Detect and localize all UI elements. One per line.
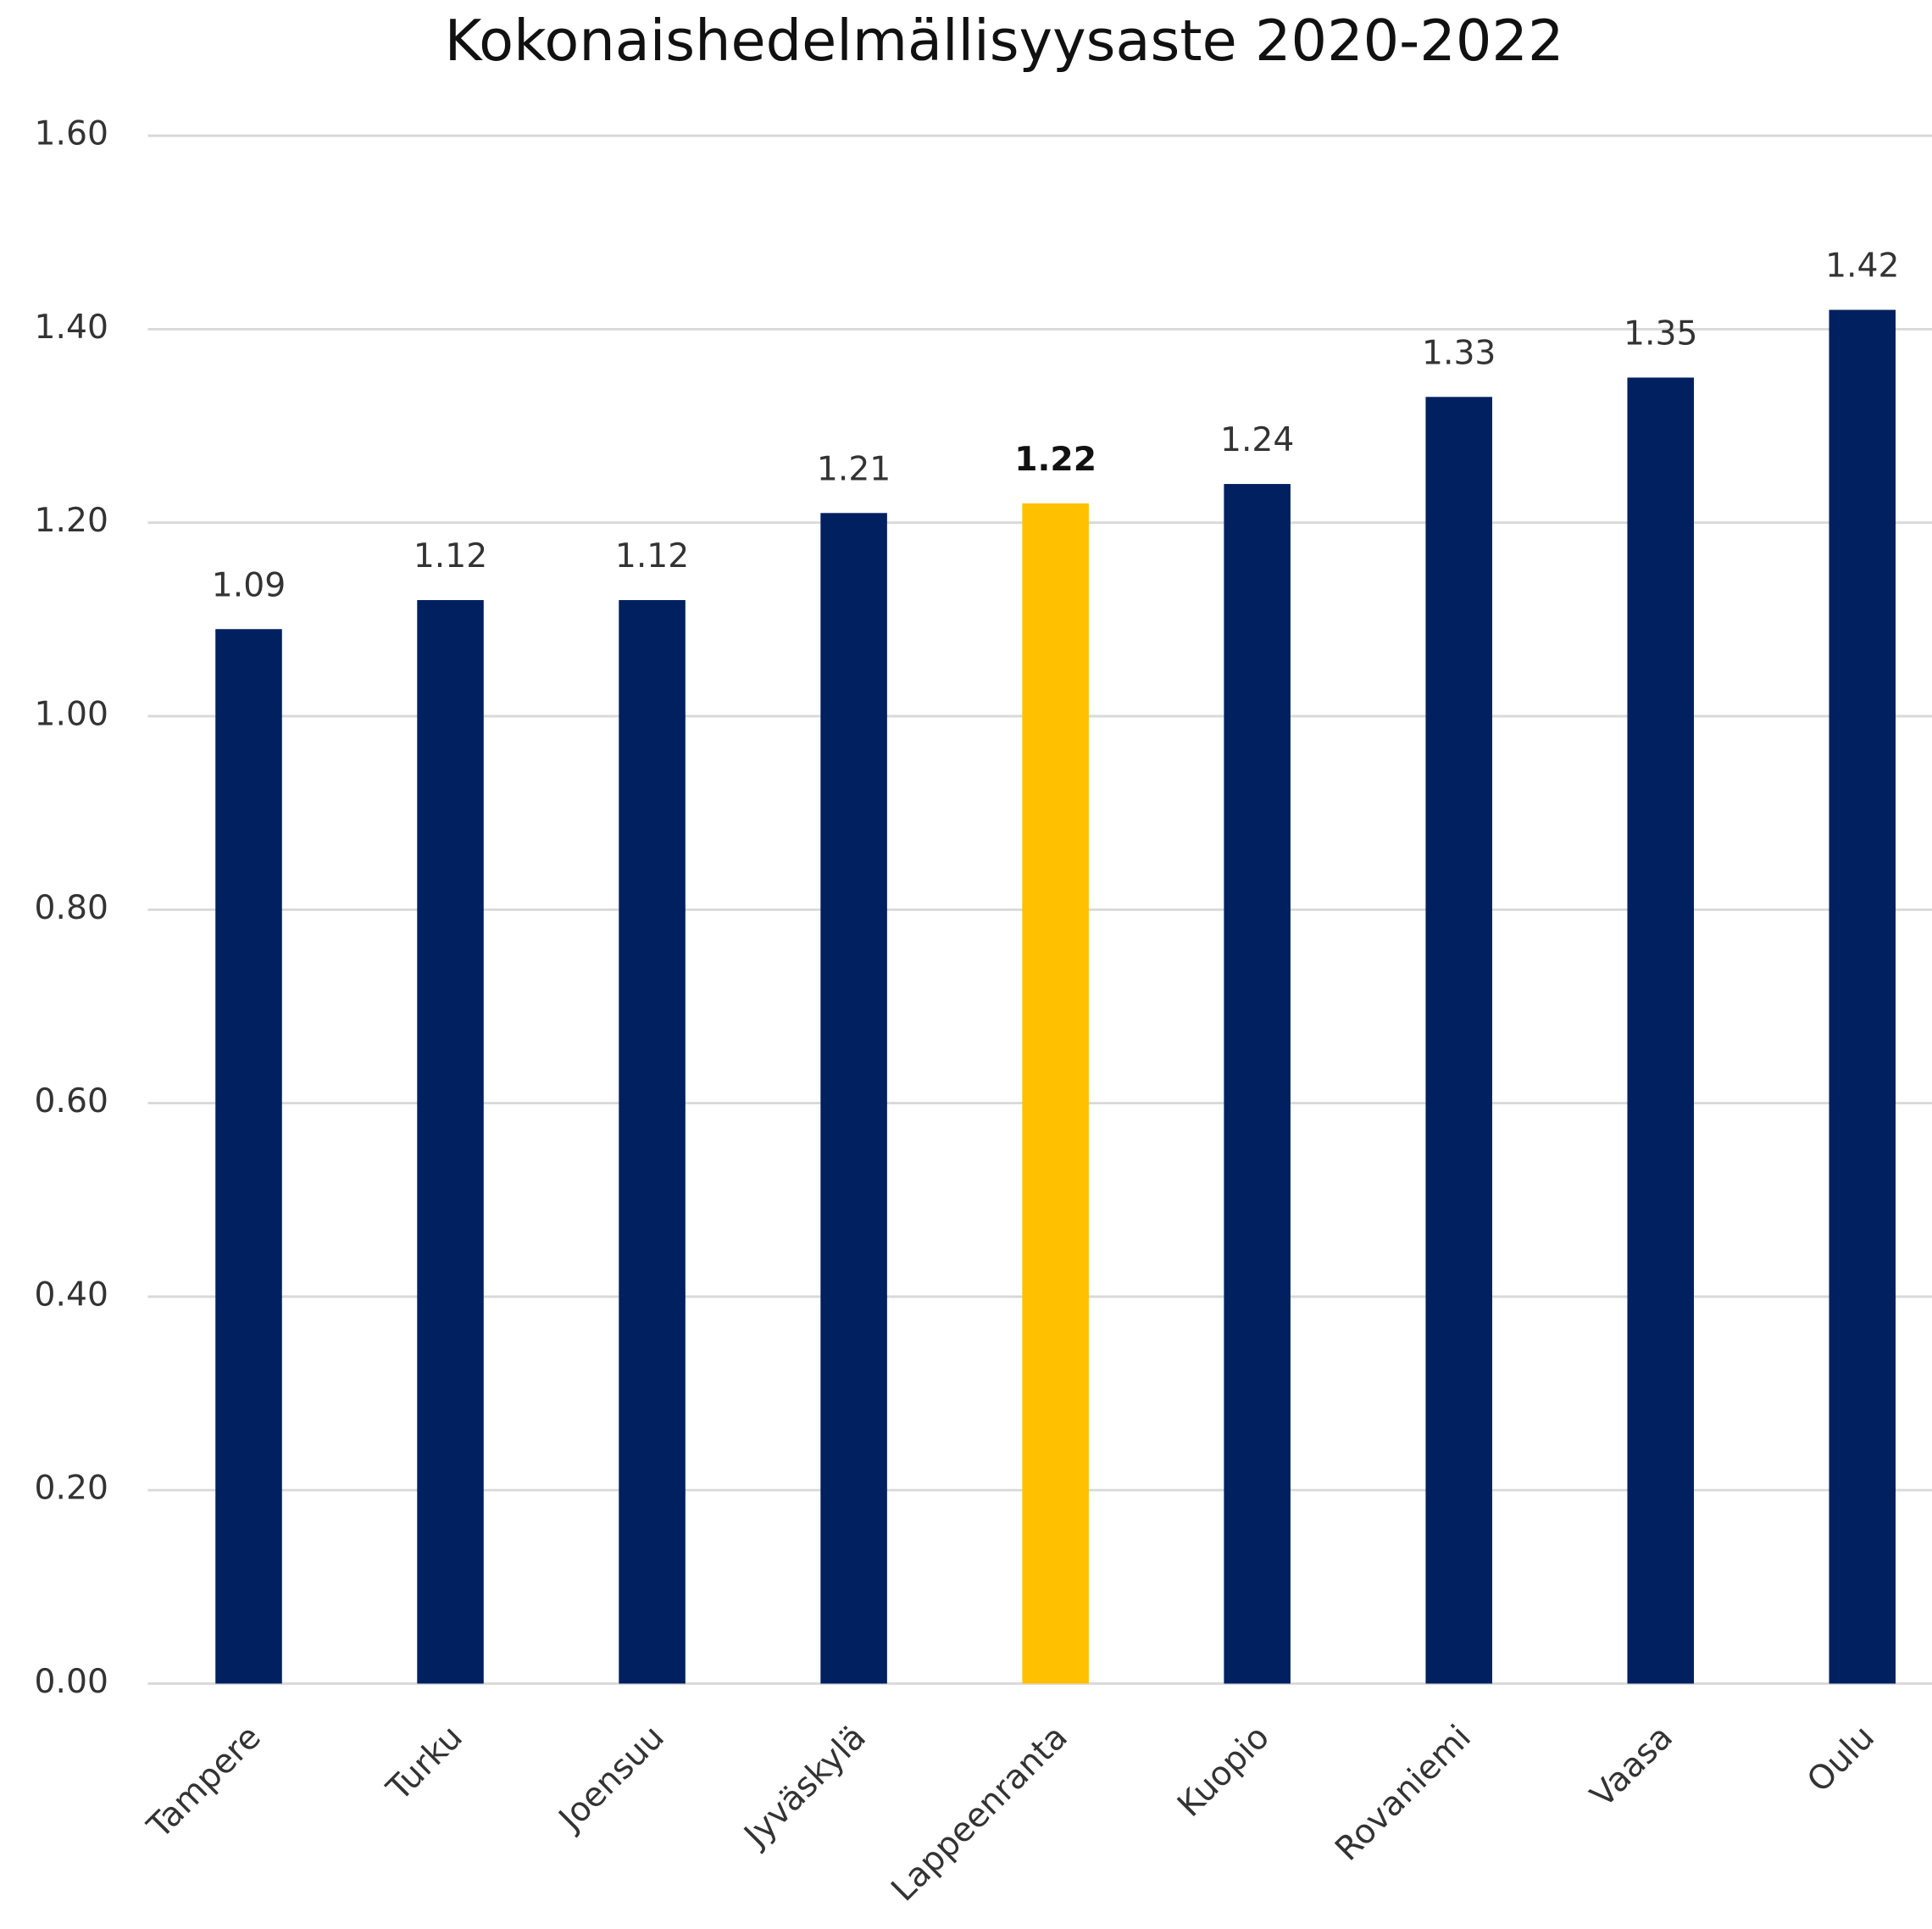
x-tick-label: Jyväskylä [736, 1718, 874, 1856]
bar [1224, 484, 1291, 1684]
bar [1425, 397, 1492, 1684]
value-label: 1.22 [1014, 441, 1096, 479]
bar [417, 600, 484, 1684]
value-label: 1.21 [817, 450, 891, 488]
y-tick-label: 1.20 [35, 502, 108, 540]
y-tick-label: 1.60 [35, 115, 108, 153]
chart-title: Kokonaishedelmällisyysaste 2020-2022 [445, 8, 1564, 74]
value-label: 1.12 [615, 537, 689, 575]
y-tick-label: 0.20 [35, 1470, 108, 1508]
bar [1627, 377, 1694, 1684]
x-tick-label: Rovaniemi [1329, 1718, 1479, 1868]
x-tick-label: Oulu [1800, 1718, 1882, 1800]
bar [1022, 503, 1089, 1684]
x-tick-label: Joensuu [550, 1718, 671, 1839]
value-label: 1.35 [1624, 315, 1697, 353]
x-tick-label: Lappeenranta [885, 1718, 1075, 1909]
bar [820, 513, 887, 1684]
y-tick-label: 1.40 [35, 309, 108, 347]
x-tick-label: Tampere [140, 1718, 268, 1846]
y-tick-label: 0.40 [35, 1276, 108, 1314]
y-tick-label: 0.80 [35, 889, 108, 927]
y-tick-label: 1.00 [35, 696, 108, 734]
x-tick-label: Vaasa [1584, 1718, 1680, 1815]
bar [619, 600, 686, 1684]
y-tick-label: 0.60 [35, 1082, 108, 1120]
x-tick-label: Turku [380, 1718, 470, 1809]
bar [215, 629, 282, 1684]
x-tick-label: Kuopio [1170, 1718, 1277, 1825]
value-label: 1.09 [212, 566, 286, 604]
y-tick-label: 0.00 [35, 1663, 108, 1701]
bar [1829, 309, 1896, 1684]
value-label: 1.42 [1825, 247, 1899, 286]
value-label: 1.33 [1422, 334, 1496, 372]
value-label: 1.12 [414, 537, 487, 575]
value-label: 1.24 [1220, 421, 1294, 459]
